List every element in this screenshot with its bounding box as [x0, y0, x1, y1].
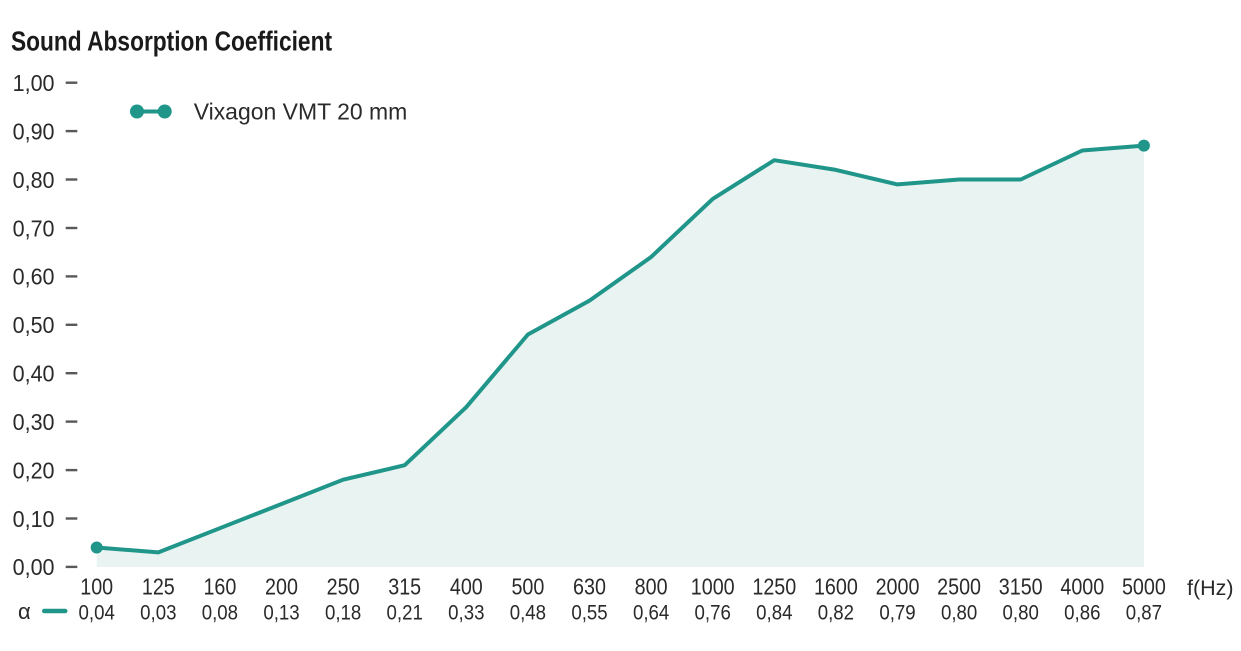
svg-text:0,04: 0,04: [79, 601, 115, 625]
svg-text:2500: 2500: [937, 574, 981, 600]
svg-text:f(Hz): f(Hz): [1187, 576, 1234, 600]
svg-text:630: 630: [573, 574, 606, 600]
svg-text:0,40: 0,40: [13, 361, 55, 387]
svg-text:0,20: 0,20: [13, 458, 55, 484]
svg-text:α: α: [18, 599, 31, 624]
svg-text:250: 250: [327, 574, 360, 600]
svg-text:1250: 1250: [752, 574, 796, 600]
svg-text:0,90: 0,90: [13, 119, 55, 145]
svg-text:0,21: 0,21: [387, 601, 423, 625]
svg-text:2000: 2000: [876, 574, 920, 600]
svg-text:0,64: 0,64: [633, 601, 669, 625]
svg-text:Sound Absorption Coefficient: Sound Absorption Coefficient: [11, 27, 333, 57]
svg-text:0,84: 0,84: [756, 601, 792, 625]
svg-text:0,76: 0,76: [695, 601, 731, 625]
svg-text:1000: 1000: [691, 574, 735, 600]
svg-text:0,33: 0,33: [448, 601, 484, 625]
svg-text:125: 125: [142, 574, 175, 600]
svg-text:0,86: 0,86: [1064, 601, 1100, 625]
svg-text:0,03: 0,03: [140, 601, 176, 625]
svg-text:100: 100: [80, 574, 113, 600]
svg-text:0,13: 0,13: [263, 601, 299, 625]
svg-text:0,60: 0,60: [13, 264, 55, 290]
svg-text:0,00: 0,00: [13, 554, 55, 580]
svg-text:0,70: 0,70: [13, 215, 55, 241]
svg-text:400: 400: [450, 574, 483, 600]
svg-text:0,55: 0,55: [571, 601, 607, 625]
svg-text:0,79: 0,79: [879, 601, 915, 625]
svg-text:Vixagon VMT 20 mm: Vixagon VMT 20 mm: [194, 98, 408, 124]
svg-text:4000: 4000: [1060, 574, 1104, 600]
svg-text:0,18: 0,18: [325, 601, 361, 625]
svg-text:0,30: 0,30: [13, 409, 55, 435]
svg-text:3150: 3150: [999, 574, 1043, 600]
svg-text:500: 500: [511, 574, 544, 600]
svg-text:315: 315: [388, 574, 421, 600]
svg-text:0,08: 0,08: [202, 601, 238, 625]
svg-text:5000: 5000: [1122, 574, 1166, 600]
svg-text:0,80: 0,80: [1003, 601, 1039, 625]
svg-text:0,82: 0,82: [818, 601, 854, 625]
svg-text:160: 160: [203, 574, 236, 600]
svg-text:800: 800: [635, 574, 668, 600]
svg-text:0,10: 0,10: [13, 506, 55, 532]
svg-text:1600: 1600: [814, 574, 858, 600]
svg-text:0,80: 0,80: [941, 601, 977, 625]
svg-text:1,00: 1,00: [13, 70, 55, 96]
svg-text:0,80: 0,80: [13, 167, 55, 193]
svg-text:0,87: 0,87: [1126, 601, 1162, 625]
svg-text:0,50: 0,50: [13, 312, 55, 338]
svg-text:200: 200: [265, 574, 298, 600]
svg-text:0,48: 0,48: [510, 601, 546, 625]
